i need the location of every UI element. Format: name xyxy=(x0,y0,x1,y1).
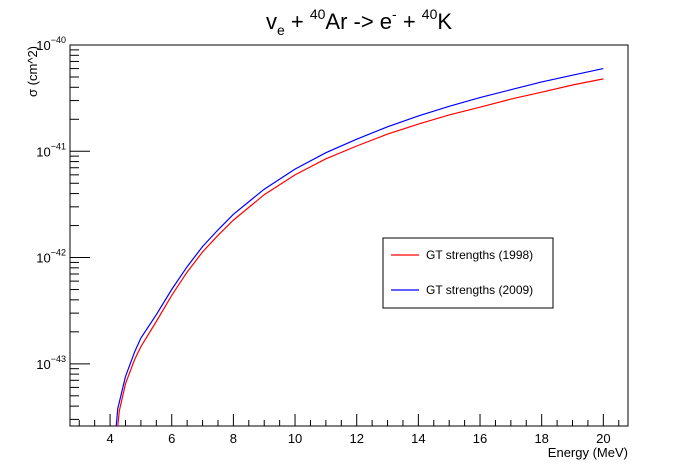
legend-label-2: GT strengths (2009) xyxy=(426,283,533,297)
x-tick-label: 12 xyxy=(349,431,363,446)
title-part: + xyxy=(397,9,422,34)
legend: GT strengths (1998) GT strengths (2009) xyxy=(382,237,554,309)
title-part: v xyxy=(266,9,277,34)
x-axis: 4 6 8 10 12 14 16 18 20 xyxy=(78,414,620,446)
x-tick-label: 16 xyxy=(473,431,487,446)
series-layer xyxy=(115,68,604,427)
y-tick-label: 10−42 xyxy=(36,248,66,266)
title-part: K xyxy=(437,9,452,34)
x-tick-label: 4 xyxy=(106,431,113,446)
series-line-2 xyxy=(115,68,604,427)
x-tick-label: 8 xyxy=(230,431,237,446)
x-tick-label: 20 xyxy=(596,431,610,446)
title-part: 40 xyxy=(310,6,326,22)
x-tick-label: 10 xyxy=(288,431,302,446)
series-line-1 xyxy=(117,78,604,427)
x-tick-label: 14 xyxy=(411,431,425,446)
legend-label-1: GT strengths (1998) xyxy=(426,248,533,262)
plot-frame xyxy=(69,44,629,427)
title-part: 40 xyxy=(422,6,438,22)
title-part: - xyxy=(392,6,397,22)
y-axis-label: σ (cm^2) xyxy=(25,46,40,97)
x-axis-label: Energy (MeV) xyxy=(548,445,628,460)
y-tick-label: 10−43 xyxy=(36,354,66,372)
y-axis: 10−43 10−42 10−41 10−40 xyxy=(36,35,90,420)
y-tick-label: 10−41 xyxy=(36,141,66,159)
y-tick-label: 10−40 xyxy=(36,35,66,53)
title-part: Ar -> e xyxy=(325,9,392,34)
x-tick-label: 6 xyxy=(168,431,175,446)
title-part: e xyxy=(277,22,285,38)
chart-title: ve + 40Ar -> e- + 40K xyxy=(266,6,452,38)
title-part: + xyxy=(285,9,310,34)
x-tick-label: 18 xyxy=(534,431,548,446)
legend-box xyxy=(382,237,554,309)
